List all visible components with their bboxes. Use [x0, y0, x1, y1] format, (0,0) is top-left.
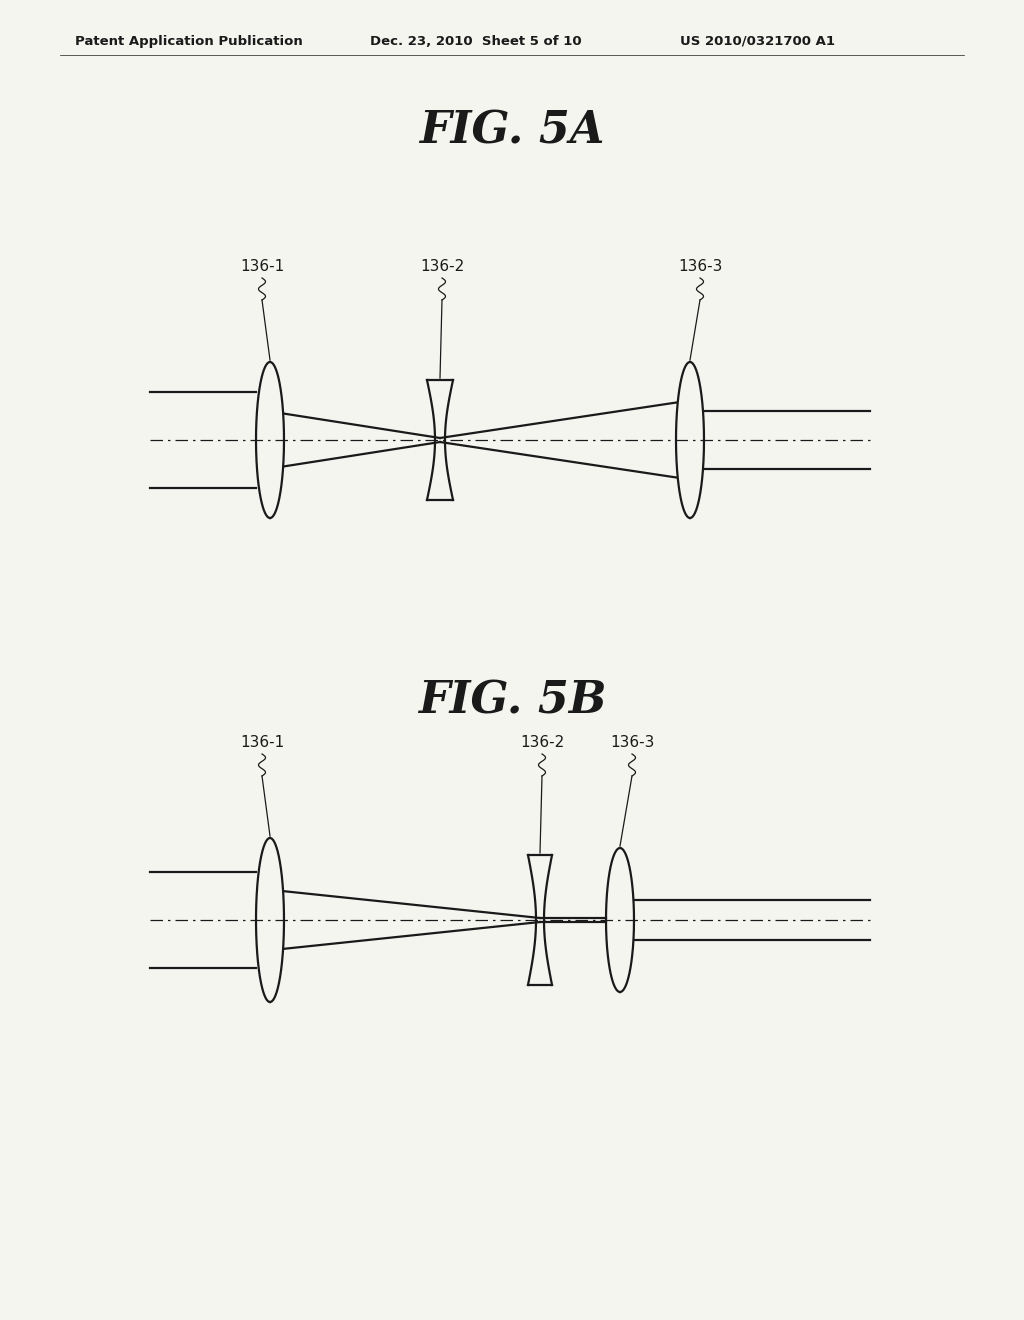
Text: 136-1: 136-1	[240, 735, 284, 750]
Text: US 2010/0321700 A1: US 2010/0321700 A1	[680, 36, 835, 48]
Text: FIG. 5B: FIG. 5B	[418, 680, 606, 723]
Text: FIG. 5A: FIG. 5A	[419, 110, 605, 153]
Text: 136-1: 136-1	[240, 259, 284, 275]
Text: 136-3: 136-3	[610, 735, 654, 750]
Text: Patent Application Publication: Patent Application Publication	[75, 36, 303, 48]
Text: 136-2: 136-2	[420, 259, 464, 275]
Text: Dec. 23, 2010  Sheet 5 of 10: Dec. 23, 2010 Sheet 5 of 10	[370, 36, 582, 48]
Text: 136-3: 136-3	[678, 259, 722, 275]
Text: 136-2: 136-2	[520, 735, 564, 750]
